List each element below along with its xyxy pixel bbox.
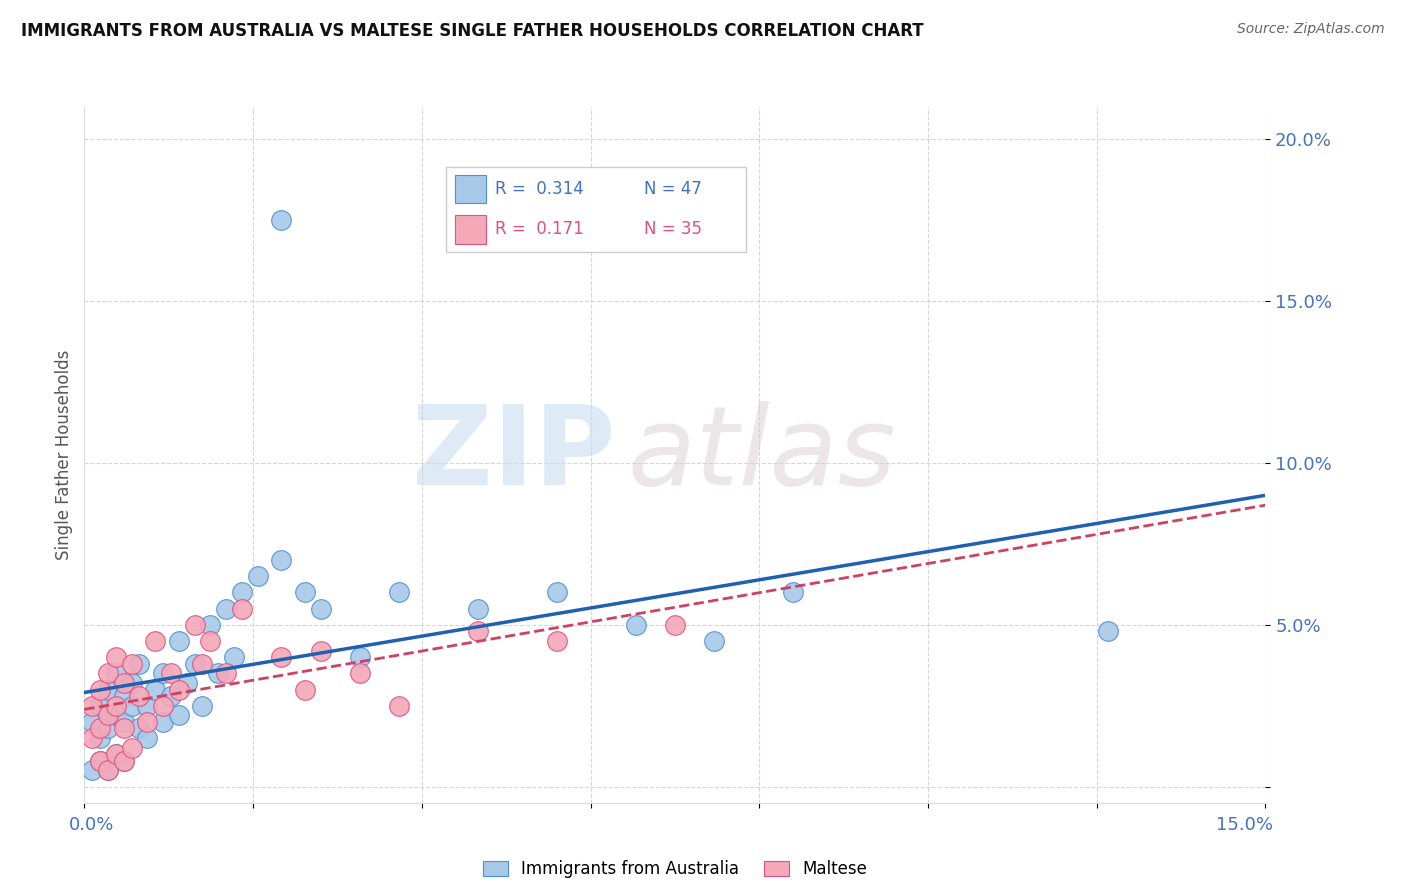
Point bbox=[309, 601, 332, 615]
Point bbox=[97, 722, 120, 736]
Point bbox=[112, 689, 135, 703]
Point bbox=[143, 682, 166, 697]
Point bbox=[309, 643, 332, 657]
Point bbox=[246, 569, 269, 583]
Point bbox=[128, 657, 150, 671]
Y-axis label: Single Father Households: Single Father Households bbox=[55, 350, 73, 560]
Point bbox=[97, 764, 120, 778]
Point bbox=[152, 698, 174, 713]
Point bbox=[546, 585, 568, 599]
Point bbox=[200, 634, 222, 648]
FancyBboxPatch shape bbox=[446, 167, 747, 252]
Point bbox=[294, 682, 316, 697]
Point bbox=[191, 698, 214, 713]
Text: IMMIGRANTS FROM AUSTRALIA VS MALTESE SINGLE FATHER HOUSEHOLDS CORRELATION CHART: IMMIGRANTS FROM AUSTRALIA VS MALTESE SIN… bbox=[21, 22, 924, 40]
Point bbox=[183, 657, 205, 671]
Text: ZIP: ZIP bbox=[412, 401, 616, 508]
Point bbox=[136, 731, 159, 745]
Point bbox=[167, 634, 190, 648]
Text: R =  0.171: R = 0.171 bbox=[495, 220, 585, 238]
Point bbox=[97, 708, 120, 723]
Point bbox=[104, 747, 127, 762]
Point bbox=[231, 601, 253, 615]
Point bbox=[104, 698, 127, 713]
Point bbox=[121, 740, 143, 755]
Point bbox=[97, 682, 120, 697]
Point bbox=[104, 747, 127, 762]
Point bbox=[128, 722, 150, 736]
Point bbox=[200, 617, 222, 632]
Point bbox=[136, 714, 159, 729]
Point bbox=[82, 698, 104, 713]
Point bbox=[215, 666, 238, 681]
Point bbox=[112, 714, 135, 729]
Point bbox=[624, 617, 647, 632]
Point bbox=[89, 722, 111, 736]
Point bbox=[89, 754, 111, 768]
Point bbox=[664, 617, 686, 632]
Point bbox=[160, 666, 183, 681]
Point bbox=[176, 676, 198, 690]
Point bbox=[89, 731, 111, 745]
Point bbox=[112, 722, 135, 736]
Point bbox=[1097, 624, 1119, 639]
Point bbox=[270, 213, 292, 227]
FancyBboxPatch shape bbox=[456, 215, 486, 244]
Point bbox=[97, 666, 120, 681]
Text: N = 35: N = 35 bbox=[644, 220, 702, 238]
Point bbox=[152, 714, 174, 729]
Point bbox=[467, 624, 489, 639]
Point bbox=[89, 754, 111, 768]
Legend: Immigrants from Australia, Maltese: Immigrants from Australia, Maltese bbox=[477, 854, 873, 885]
Point bbox=[104, 666, 127, 681]
Text: atlas: atlas bbox=[627, 401, 896, 508]
Point bbox=[467, 601, 489, 615]
Point bbox=[82, 731, 104, 745]
Text: N = 47: N = 47 bbox=[644, 180, 702, 198]
Point bbox=[143, 634, 166, 648]
Point bbox=[294, 585, 316, 599]
Point bbox=[349, 666, 371, 681]
Point bbox=[231, 585, 253, 599]
Point bbox=[183, 617, 205, 632]
Point bbox=[121, 676, 143, 690]
Point bbox=[128, 689, 150, 703]
Text: R =  0.314: R = 0.314 bbox=[495, 180, 585, 198]
Point bbox=[270, 553, 292, 567]
Point bbox=[82, 764, 104, 778]
Point bbox=[167, 708, 190, 723]
Point bbox=[222, 650, 245, 665]
Point bbox=[388, 585, 411, 599]
Point bbox=[546, 634, 568, 648]
Text: Source: ZipAtlas.com: Source: ZipAtlas.com bbox=[1237, 22, 1385, 37]
Point bbox=[97, 764, 120, 778]
Point bbox=[167, 682, 190, 697]
Point bbox=[104, 650, 127, 665]
Point bbox=[89, 698, 111, 713]
Point bbox=[215, 601, 238, 615]
Point bbox=[112, 676, 135, 690]
Point bbox=[82, 714, 104, 729]
Point bbox=[782, 585, 804, 599]
FancyBboxPatch shape bbox=[456, 175, 486, 203]
Text: 15.0%: 15.0% bbox=[1216, 816, 1272, 834]
Point bbox=[152, 666, 174, 681]
Point bbox=[207, 666, 229, 681]
Point bbox=[160, 689, 183, 703]
Point bbox=[703, 634, 725, 648]
Point bbox=[388, 698, 411, 713]
Point bbox=[89, 682, 111, 697]
Point bbox=[270, 650, 292, 665]
Point bbox=[191, 657, 214, 671]
Point bbox=[112, 754, 135, 768]
Point bbox=[136, 698, 159, 713]
Point bbox=[349, 650, 371, 665]
Point bbox=[112, 754, 135, 768]
Text: 0.0%: 0.0% bbox=[69, 816, 114, 834]
Point bbox=[121, 657, 143, 671]
Point bbox=[104, 708, 127, 723]
Point bbox=[121, 698, 143, 713]
